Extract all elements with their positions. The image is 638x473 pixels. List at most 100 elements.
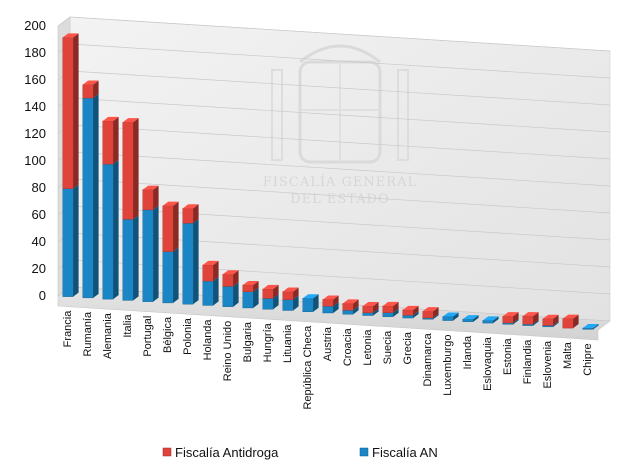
- bar-side: [253, 280, 259, 292]
- bar-stack: [342, 299, 359, 315]
- bar-segment: [242, 280, 259, 292]
- bar-segment: [142, 185, 159, 211]
- gridline: [69, 286, 611, 322]
- x-category-label: Francia: [62, 310, 74, 348]
- bar-side: [153, 205, 159, 302]
- bar-segment: [582, 323, 599, 330]
- bar-side: [113, 116, 119, 165]
- x-category-label: Finlandia: [522, 339, 534, 385]
- bar-front: [522, 315, 534, 325]
- x-category-label: Eslovaquia: [482, 336, 494, 391]
- bar-front: [162, 205, 174, 252]
- gridline: [69, 124, 611, 160]
- bar-stack: [322, 295, 339, 314]
- bar-top: [582, 323, 599, 329]
- bar-side: [333, 302, 339, 313]
- bar-front: [182, 222, 194, 305]
- bar-side: [413, 311, 419, 319]
- bar-segment: [362, 302, 379, 314]
- bar-top: [182, 204, 199, 209]
- bar-segment: [202, 260, 219, 282]
- bar-side: [553, 314, 559, 326]
- x-category-label: Croacia: [342, 327, 354, 366]
- bar-front: [522, 324, 534, 326]
- bar-front: [162, 251, 174, 304]
- gridline: [69, 16, 611, 52]
- watermark-line2: DEL ESTADO: [290, 192, 390, 207]
- bar-front: [462, 318, 474, 323]
- bar-front: [242, 291, 254, 309]
- bar-stack: [102, 116, 119, 300]
- bar-front: [222, 274, 234, 287]
- bar-front: [382, 312, 394, 317]
- bar-segment: [402, 305, 419, 316]
- bar-segment: [62, 184, 79, 297]
- bar-top: [562, 314, 579, 319]
- y-tick-label: 60: [32, 207, 46, 222]
- bar-front: [322, 306, 334, 314]
- y-tick-label: 200: [24, 18, 46, 33]
- bar-stack: [522, 312, 539, 326]
- bar-segment: [342, 299, 359, 311]
- bar-segment: [562, 314, 579, 329]
- x-category-label: Chipre: [582, 343, 594, 375]
- bar-stack: [62, 33, 79, 297]
- bar-segment: [502, 312, 519, 324]
- bar-side: [273, 284, 279, 299]
- bar-segment: [262, 284, 279, 299]
- bar-stack: [182, 204, 199, 305]
- bar-stack: [122, 118, 139, 301]
- watermark-emblem: FISCALÍA GENERAL DEL ESTADO: [263, 44, 416, 207]
- legend-swatch: [162, 447, 172, 457]
- bar-side: [553, 321, 559, 327]
- bar-side: [533, 312, 539, 325]
- bar-segment: [62, 33, 79, 189]
- y-tick-label: 140: [24, 99, 46, 114]
- bar-top: [542, 314, 559, 319]
- bar-segment: [122, 215, 139, 301]
- gridline: [69, 151, 611, 187]
- bar-front: [302, 298, 314, 312]
- bar-stack: [462, 315, 479, 323]
- bar-stack: [422, 307, 439, 320]
- bar-front: [282, 291, 294, 300]
- bar-side: [353, 299, 359, 311]
- y-tick-label: 120: [24, 126, 46, 141]
- bar-side: [493, 316, 499, 324]
- bar-segment: [162, 247, 179, 304]
- bar-side: [233, 270, 239, 287]
- bar-top: [122, 118, 139, 123]
- bar-stack: [162, 201, 179, 304]
- bar-front: [122, 219, 134, 301]
- bar-stack: [582, 323, 599, 330]
- bar-top: [442, 312, 459, 317]
- x-category-label: Polonia: [182, 317, 194, 355]
- bar-stack: [142, 185, 159, 302]
- bar-side: [433, 313, 439, 320]
- bar-front: [122, 122, 134, 220]
- x-category-label: Eslovenia: [542, 340, 554, 389]
- y-tick-label: 80: [32, 180, 46, 195]
- y-tick-label: 180: [24, 45, 46, 60]
- bar-front: [282, 299, 294, 311]
- bar-top: [502, 312, 519, 317]
- bar-front: [362, 312, 374, 316]
- bar-front: [502, 322, 514, 325]
- bar-stack: [382, 301, 399, 317]
- bar-top: [342, 299, 359, 304]
- bar-segment: [302, 294, 319, 312]
- bar-side: [213, 277, 219, 306]
- x-category-label: Austria: [322, 326, 334, 361]
- bar-side: [213, 260, 219, 282]
- bar-side: [133, 118, 139, 220]
- bar-front: [62, 37, 74, 189]
- x-category-label: Reino Unido: [222, 321, 234, 382]
- bar-front: [422, 310, 434, 319]
- bar-segment: [162, 201, 179, 252]
- bar-front: [502, 316, 514, 324]
- bar-front: [422, 317, 434, 320]
- bar-side: [73, 184, 79, 297]
- y-tick-label: 0: [39, 288, 46, 303]
- y-tick-label: 20: [32, 261, 46, 276]
- bar-front: [342, 303, 354, 311]
